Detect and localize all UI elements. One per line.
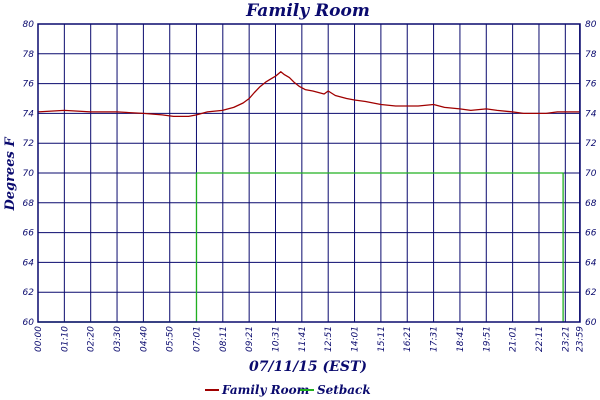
legend-label: Setback	[317, 383, 371, 397]
x-tick-label: 09:21	[245, 326, 255, 352]
y-tick-label-right: 60	[585, 318, 597, 328]
y-tick-label-right: 74	[585, 109, 597, 119]
y-tick-label-right: 70	[585, 169, 597, 179]
tick-labels: 60 60 62 62 64 64 66 66 68 68 70 70 72 72 74 74 76 76 78 78…	[23, 20, 597, 352]
plot-border	[37, 23, 581, 323]
x-tick-label: 17:31	[430, 326, 440, 352]
y-tick-label-right: 76	[585, 80, 597, 90]
y-tick-label-left: 64	[23, 258, 35, 268]
y-axis-label: Degrees F	[3, 137, 18, 212]
legend-label: Family Room	[221, 383, 309, 397]
chart-title: Family Room	[245, 1, 370, 21]
x-axis-label: 07/11/15 (EST)	[249, 359, 367, 375]
series-line-family-room	[37, 71, 580, 118]
x-tick-label: 02:20	[87, 326, 97, 352]
x-tick-label: 07:01	[192, 326, 202, 352]
y-tick-label-right: 64	[585, 258, 597, 268]
y-tick-label-left: 80	[23, 20, 35, 30]
x-tick-label: 12:51	[324, 326, 334, 352]
y-tick-label-right: 72	[585, 139, 597, 149]
x-tick-label: 19:51	[482, 326, 492, 352]
y-tick-label-right: 78	[585, 50, 597, 60]
x-tick-label: 23:21	[561, 326, 571, 352]
x-tick-label: 04:40	[139, 326, 149, 352]
y-tick-label-right: 68	[585, 199, 597, 209]
x-tick-label: 14:01	[351, 326, 361, 352]
y-tick-label-left: 68	[23, 199, 35, 209]
x-tick-label: 08:11	[219, 326, 229, 352]
x-tick-label: 10:31	[272, 326, 282, 352]
y-tick-label-right: 62	[585, 288, 597, 298]
x-tick-label: 23:59	[576, 326, 586, 352]
x-tick-label: 03:30	[113, 326, 123, 352]
x-tick-label: 15:11	[377, 326, 387, 352]
y-tick-label-left: 72	[23, 139, 35, 149]
y-tick-label-right: 66	[585, 229, 597, 239]
legend: Family Room Setback	[205, 383, 371, 397]
y-tick-label-left: 60	[23, 318, 35, 328]
x-tick-label: 01:10	[60, 326, 70, 352]
y-tick-label-left: 62	[23, 288, 35, 298]
series-lines	[37, 71, 580, 323]
x-tick-label: 05:50	[166, 326, 176, 352]
y-tick-label-left: 70	[23, 169, 35, 179]
y-tick-label-right: 80	[585, 20, 597, 30]
y-tick-label-left: 66	[23, 229, 35, 239]
y-tick-label-left: 76	[23, 80, 35, 90]
x-tick-label: 16:21	[403, 326, 413, 352]
x-tick-label: 21:01	[509, 326, 519, 352]
y-tick-label-left: 78	[23, 50, 35, 60]
x-tick-label: 11:41	[298, 326, 308, 352]
x-tick-label: 00:00	[34, 326, 44, 352]
x-tick-label: 18:41	[456, 326, 466, 352]
plot-frame	[37, 23, 581, 323]
y-tick-label-left: 74	[23, 109, 35, 119]
x-tick-label: 22:11	[535, 326, 545, 352]
